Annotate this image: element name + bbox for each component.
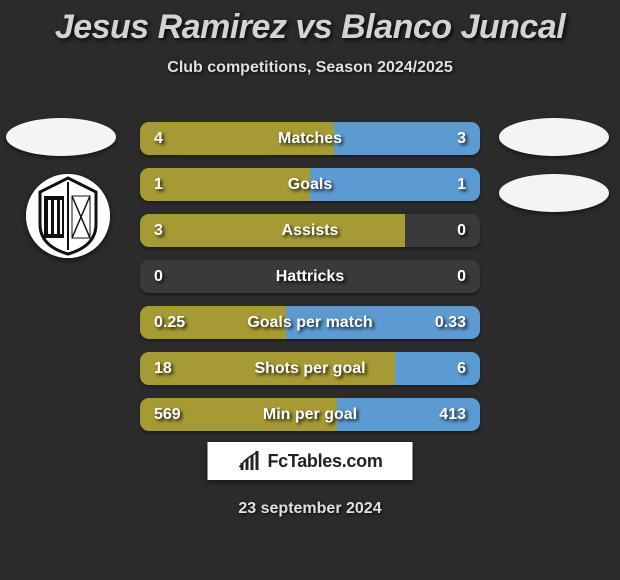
stat-row: 43Matches [140,122,480,155]
bar-left [140,168,310,201]
bar-right [334,122,480,155]
stat-row: 30Assists [140,214,480,247]
left-player-badges [6,118,121,258]
comparison-infographic: Jesus Ramirez vs Blanco Juncal Club comp… [0,0,620,580]
chart-icon [237,449,261,473]
bar-right [310,168,480,201]
bar-empty [140,260,480,293]
stat-row: 186Shots per goal [140,352,480,385]
bar-empty [405,214,480,247]
stat-row: 0.250.33Goals per match [140,306,480,339]
brand-badge: FcTables.com [208,442,413,480]
page-title: Jesus Ramirez vs Blanco Juncal [0,0,620,47]
bar-left [140,398,337,431]
club-placeholder-icon [499,174,609,212]
bar-right [395,352,480,385]
bar-left [140,352,395,385]
subtitle: Club competitions, Season 2024/2025 [0,59,620,77]
player-placeholder-icon [6,118,116,156]
club-crest-icon [26,174,110,258]
bar-right [286,306,480,339]
right-player-badges [499,118,614,230]
stat-row: 569413Min per goal [140,398,480,431]
stat-row: 00Hattricks [140,260,480,293]
bar-left [140,306,286,339]
bar-left [140,214,405,247]
stats-table: 43Matches 11Goals 30Assists 00Hattricks 0.25… [140,122,480,444]
brand-text: FcTables.com [267,451,382,472]
bar-right [337,398,480,431]
date-label: 23 september 2024 [0,500,620,518]
stat-row: 11Goals [140,168,480,201]
player-placeholder-icon [499,118,609,156]
bar-left [140,122,334,155]
